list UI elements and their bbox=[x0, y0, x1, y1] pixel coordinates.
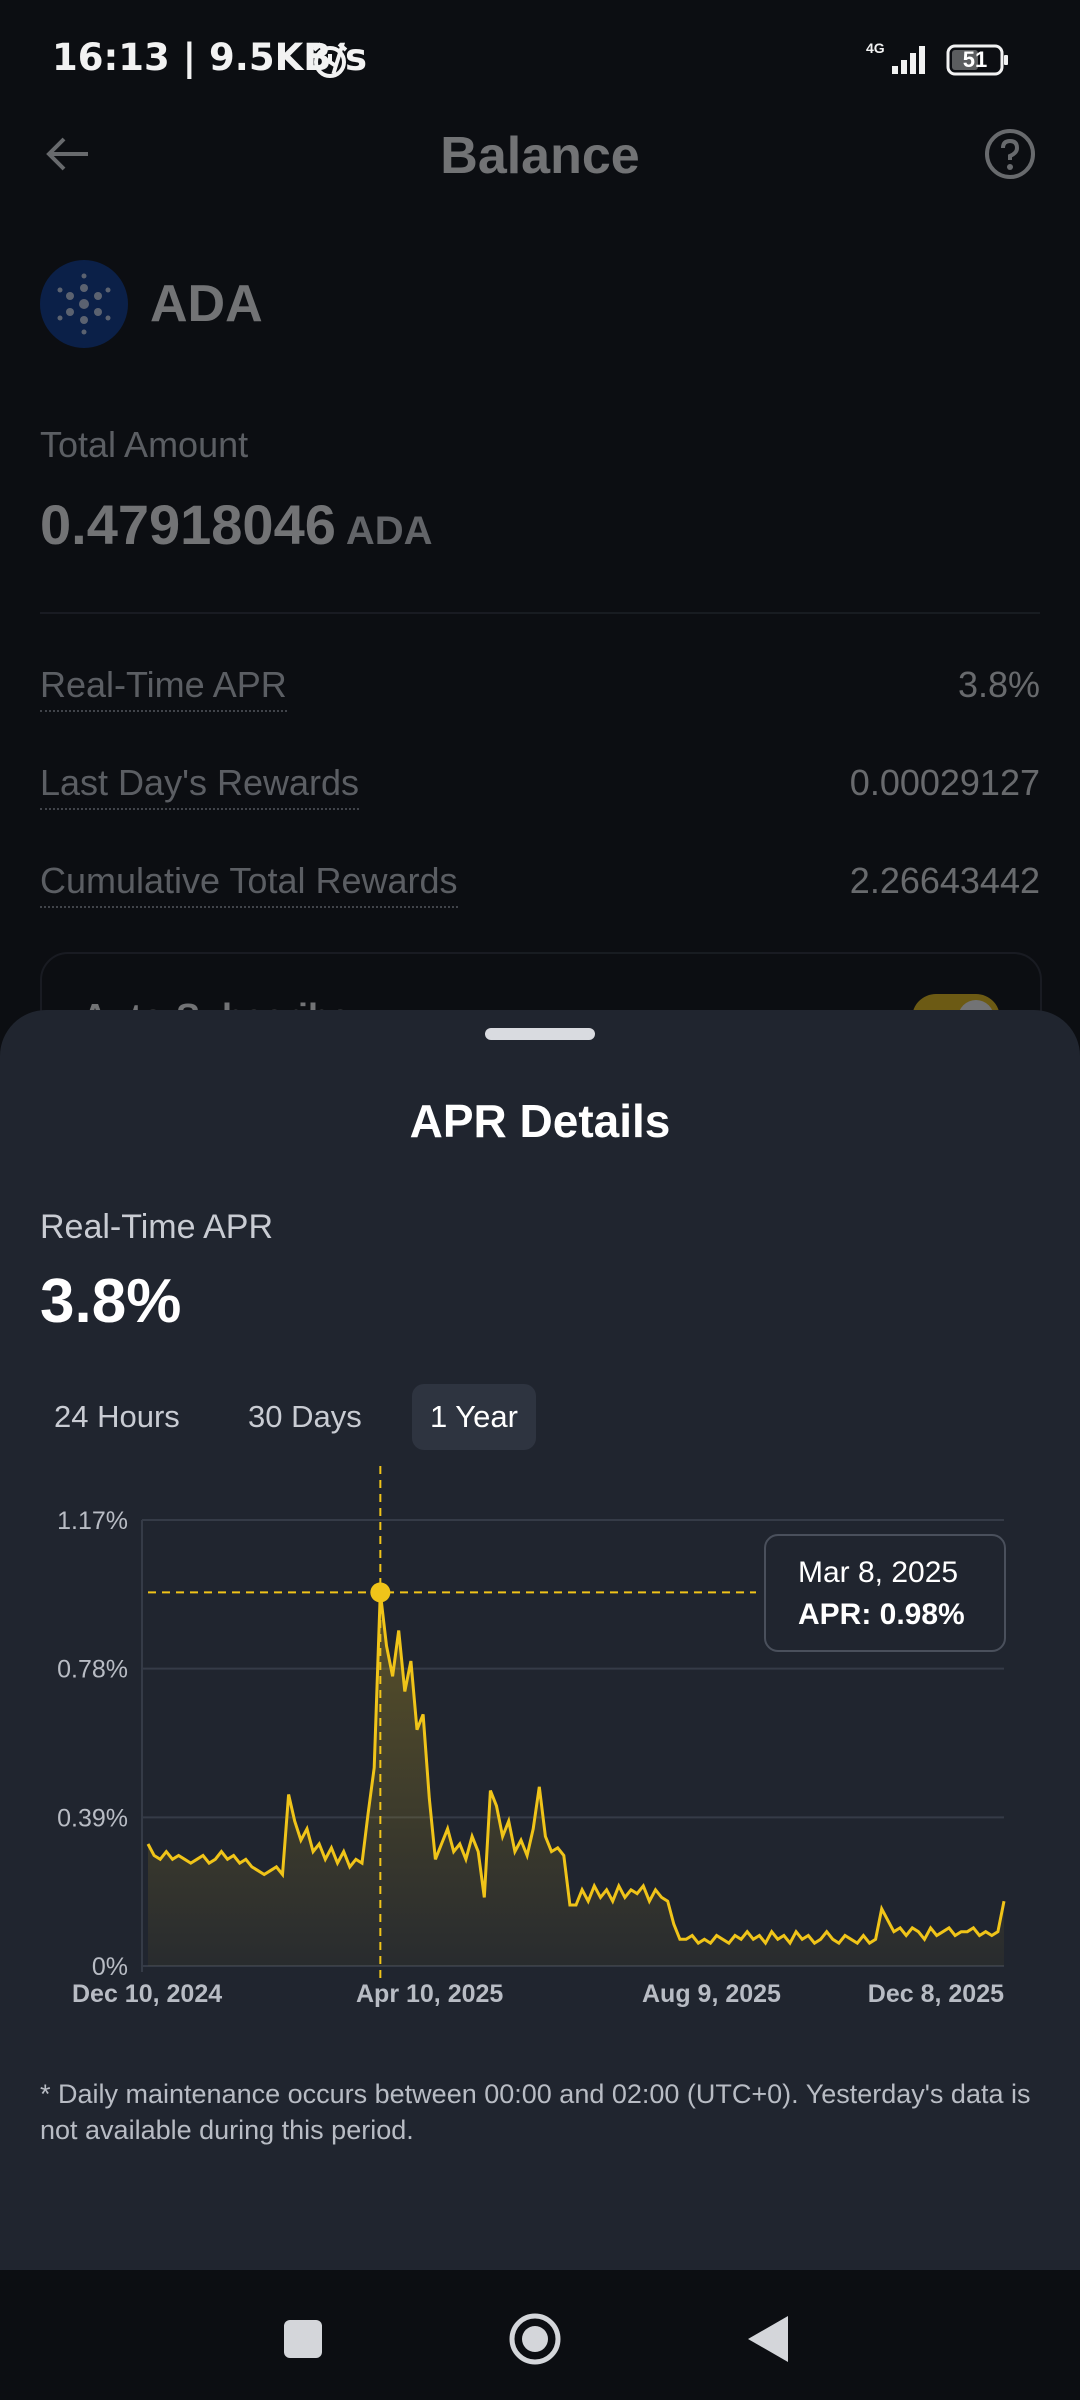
y-tick-label: 0.78% bbox=[57, 1656, 128, 1684]
real-time-apr-value: 3.8% bbox=[957, 664, 1040, 705]
y-tick-label: 0.39% bbox=[57, 1804, 128, 1832]
network-type: 4G bbox=[866, 40, 885, 56]
apr-details-sheet: APR Details Real-Time APR 3.8% 24 Hours … bbox=[0, 1010, 1080, 2270]
x-tick-label: Aug 9, 2025 bbox=[642, 1980, 781, 2008]
balance-page: Balance ADA Total Amount 0.47918046 ADA R… bbox=[0, 120, 1080, 1120]
total-amount-value: 0.47918046 ADA bbox=[40, 492, 433, 557]
tab-30-days[interactable]: 30 Days bbox=[248, 1399, 362, 1434]
tooltip-apr: APR: 0.98% bbox=[798, 1598, 965, 1631]
cellular-signal-icon: 4G bbox=[866, 40, 925, 74]
apr-line bbox=[146, 1592, 1006, 1946]
sheet-drag-handle[interactable] bbox=[485, 1028, 595, 1040]
cumulative-rewards-label[interactable]: Cumulative Total Rewards bbox=[40, 860, 458, 908]
tooltip-date: Mar 8, 2025 bbox=[798, 1556, 959, 1589]
sheet-title: APR Details bbox=[409, 1095, 671, 1147]
highlight-point[interactable] bbox=[370, 1582, 391, 1603]
y-tick-label: 0% bbox=[92, 1953, 128, 1981]
total-amount-number: 0.47918046 bbox=[40, 493, 336, 556]
battery-level: 51 bbox=[962, 47, 988, 72]
asset-name: ADA bbox=[150, 275, 263, 333]
battery-indicator: 51 bbox=[946, 44, 1010, 76]
x-tick-label: Apr 10, 2025 bbox=[356, 1980, 503, 2008]
x-axis-ticks: Dec 10, 2024 Apr 10, 2025 Aug 9, 2025 Dec 8… bbox=[72, 1980, 1004, 2008]
x-tick-label: Dec 10, 2024 bbox=[72, 1980, 222, 2008]
apr-chart[interactable]: 1.17% 0.78% 0.39% 0% Dec 10, 2024 Apr 10, 20… bbox=[0, 1010, 1080, 2050]
maintenance-footnote: * Daily maintenance occurs between 00:00… bbox=[40, 2079, 1031, 2145]
recent-apps-button[interactable] bbox=[284, 2320, 322, 2358]
page-title: Balance bbox=[440, 127, 640, 185]
tab-1-year[interactable]: 1 Year bbox=[412, 1384, 536, 1450]
status-time: 16:13 | 9.5KB/s bbox=[52, 36, 368, 79]
back-arrow-icon[interactable] bbox=[44, 134, 92, 174]
sheet-apr-label: Real-Time APR bbox=[40, 1208, 274, 1246]
cumulative-rewards-value: 2.26643442 bbox=[849, 860, 1040, 901]
home-button[interactable] bbox=[508, 2312, 562, 2366]
total-amount-label: Total Amount bbox=[40, 424, 249, 465]
help-icon[interactable] bbox=[984, 128, 1036, 180]
battery-icon bbox=[946, 44, 1008, 76]
chart-tooltip: Mar 8, 2025 APR: 0.98% bbox=[764, 1534, 1006, 1652]
system-nav-bar bbox=[0, 2270, 1080, 2400]
last-day-rewards-value: 0.00029127 bbox=[849, 762, 1040, 803]
sheet-apr-value: 3.8% bbox=[40, 1267, 182, 1336]
ada-coin-logo bbox=[40, 260, 128, 348]
real-time-apr-label[interactable]: Real-Time APR bbox=[40, 664, 287, 712]
y-tick-label: 1.17% bbox=[57, 1507, 128, 1535]
divider bbox=[40, 612, 1040, 614]
apr-area bbox=[148, 1592, 1004, 1966]
cardano-icon bbox=[57, 273, 111, 335]
total-amount-unit: ADA bbox=[345, 509, 433, 553]
status-bar: 16:13 | 9.5KB/s 4G 51 bbox=[0, 0, 1080, 120]
back-nav-button[interactable] bbox=[746, 2314, 790, 2364]
tab-24-hours[interactable]: 24 Hours bbox=[54, 1399, 180, 1434]
x-tick-label: Dec 8, 2025 bbox=[868, 1980, 1004, 2008]
last-day-rewards-label[interactable]: Last Day's Rewards bbox=[40, 762, 359, 810]
alarm-clock-icon bbox=[312, 42, 348, 78]
y-axis-ticks: 1.17% 0.78% 0.39% 0% bbox=[57, 1507, 128, 1981]
